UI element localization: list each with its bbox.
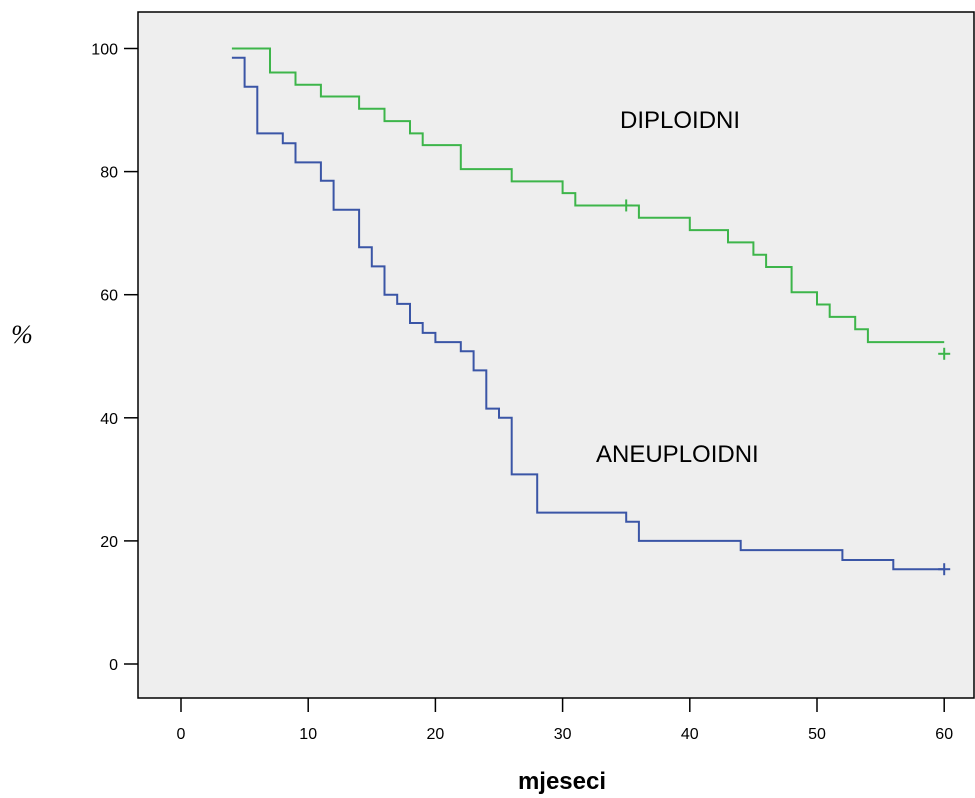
series-label-aneuploidni: ANEUPLOIDNI: [596, 441, 759, 468]
axis-layer: 0 20 40 60 80 100 0 10 20 30 40 50 60: [91, 42, 953, 744]
y-tick-label-80: 80: [100, 165, 118, 182]
x-tick-label-10: 10: [299, 726, 317, 743]
y-tick-label-100: 100: [91, 42, 118, 59]
x-axis-title: mjeseci: [518, 768, 606, 795]
x-tick-label-0: 0: [177, 726, 186, 743]
series-label-diploidni: DIPLOIDNI: [620, 107, 740, 134]
x-tick-label-30: 30: [554, 726, 572, 743]
x-tick-label-40: 40: [681, 726, 699, 743]
y-tick-label-0: 0: [109, 657, 118, 674]
x-tick-label-20: 20: [427, 726, 445, 743]
plot-area: [137, 11, 975, 699]
y-tick-label-20: 20: [100, 534, 118, 551]
x-tick-label-60: 60: [935, 726, 953, 743]
x-tick-label-50: 50: [808, 726, 826, 743]
series-layer: [231, 47, 951, 576]
survival-line-diploidni: [231, 47, 945, 344]
y-tick-label-40: 40: [100, 411, 118, 428]
y-axis-title: %: [11, 320, 33, 349]
y-tick-label-60: 60: [100, 288, 118, 305]
survival-line-aneuploidni: [231, 56, 945, 571]
